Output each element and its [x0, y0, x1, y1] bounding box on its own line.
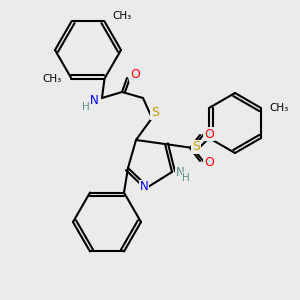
Text: CH₃: CH₃ — [42, 74, 62, 84]
Text: O: O — [204, 128, 214, 140]
Text: S: S — [151, 106, 159, 119]
Text: N: N — [140, 181, 148, 194]
Text: CH₃: CH₃ — [269, 103, 288, 113]
Text: S: S — [192, 140, 200, 154]
Text: O: O — [204, 155, 214, 169]
Text: H: H — [182, 173, 190, 183]
Text: O: O — [130, 68, 140, 82]
Text: CH₃: CH₃ — [112, 11, 132, 21]
Text: N: N — [176, 166, 184, 178]
Text: H: H — [82, 102, 90, 112]
Text: N: N — [90, 94, 98, 107]
